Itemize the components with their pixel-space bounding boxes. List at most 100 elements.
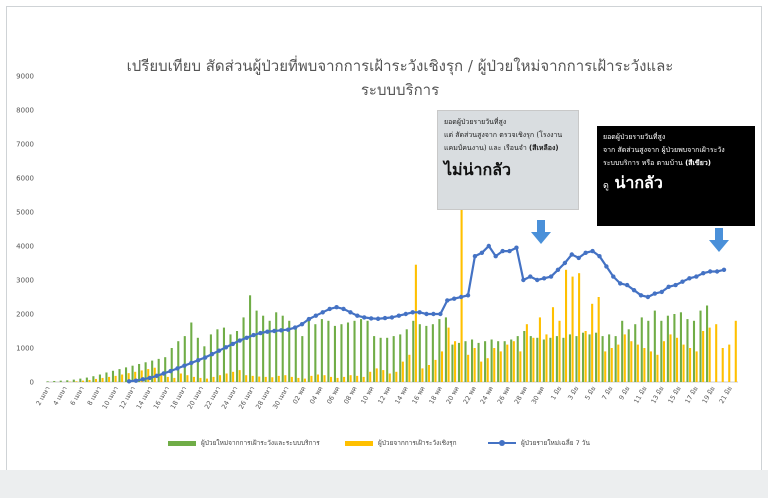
yellow-bar [702, 331, 705, 382]
green-bar [379, 337, 382, 382]
yellow-bar [147, 369, 150, 382]
green-bar [59, 380, 62, 382]
green-bar [46, 381, 49, 382]
avg-point [272, 328, 277, 334]
avg-point [265, 329, 270, 334]
x-tick-label: 17 มิย [683, 385, 699, 405]
yellow-bar [343, 376, 346, 382]
yellow-bar [480, 361, 483, 382]
green-bar [614, 336, 617, 382]
yellow-bar [519, 351, 522, 382]
legend-item-green: ผู้ป่วยใหม่จากการเฝ้าระวังและระบบบริการ [168, 438, 320, 448]
green-bar [151, 360, 154, 382]
yellow-bar [467, 354, 470, 382]
y-tick-label: 8000 [16, 107, 34, 115]
yellow-bar [421, 368, 424, 382]
legend-item-yellow: ผู้ป่วยจากการเฝ้าระวังเชิงรุก [345, 438, 457, 448]
yellow-bar [303, 378, 306, 382]
arrow-shaft [537, 220, 545, 232]
yellow-bar [401, 361, 404, 382]
green-bar [503, 341, 506, 382]
yellow-bar [662, 341, 666, 382]
green-bar [242, 317, 245, 382]
yellow-bar [153, 367, 156, 382]
green-bar [523, 331, 526, 382]
avg-point [237, 338, 242, 343]
yellow-bar [708, 327, 711, 382]
avg-point [500, 248, 505, 254]
avg-point [154, 373, 159, 379]
avg-point [445, 298, 450, 303]
x-tick-label: 28 พค [513, 385, 529, 405]
avg-point [251, 332, 256, 338]
yellow-bar [205, 378, 209, 382]
avg-point [707, 269, 713, 274]
green-bar [203, 346, 206, 382]
avg-point [334, 305, 339, 310]
avg-point [611, 274, 616, 279]
x-tick-label: 4 เมษา [52, 385, 69, 407]
y-tick-label: 6000 [16, 175, 34, 183]
yellow-bar [656, 354, 659, 382]
y-tick-label: 1000 [16, 345, 34, 353]
green-bar [177, 341, 180, 382]
green-bar [686, 319, 689, 382]
green-bar [536, 337, 539, 382]
yellow-bar [512, 341, 515, 382]
yellow-bar [617, 344, 620, 382]
x-tick-label: 02 พค [291, 385, 307, 405]
yellow-bar [251, 375, 254, 382]
avg-point [327, 306, 332, 312]
avg-point [202, 355, 208, 360]
avg-point [140, 377, 146, 382]
green-box-line3a: ระบบบริการ หรือ ตามบ้าน [603, 159, 683, 167]
x-tick-label: 30 เมษา [271, 385, 290, 411]
avg-point [362, 315, 367, 320]
green-bar [138, 363, 141, 382]
yellow-box-line2: แต่ สัดส่วนสูงจาก ตรวจเชิงรุก (โรงงาน [444, 131, 563, 139]
green-bar [425, 325, 428, 382]
avg-point [244, 335, 249, 340]
green-box-line3b: (สีเขียว) [685, 159, 711, 167]
x-tick-label: 1 มิย [549, 385, 563, 402]
yellow-bar [734, 320, 737, 382]
yellow-bar [212, 376, 215, 382]
yellow-bar [336, 377, 339, 382]
yellow-bar [101, 377, 104, 382]
yellow-bar [329, 376, 333, 382]
green-bar [235, 331, 239, 382]
yellow-bar [506, 344, 509, 382]
yellow-bar [219, 375, 222, 382]
avg-point [604, 264, 609, 269]
green-bar [621, 320, 624, 382]
green-bar [464, 341, 467, 382]
x-tick-label: 30 พค [530, 385, 546, 405]
avg-point [472, 254, 478, 259]
avg-point [597, 254, 602, 259]
x-tick-label: 7 มิย [600, 385, 614, 402]
green-bar [568, 334, 572, 382]
yellow-bar [486, 358, 489, 382]
yellow-bar [597, 297, 600, 382]
avg-point [652, 291, 658, 296]
x-tick-label: 14 พค [393, 385, 409, 405]
avg-point [666, 284, 671, 289]
avg-point [521, 277, 526, 283]
green-bar [516, 336, 519, 382]
yellow-bar [571, 276, 574, 382]
yellow-bar [160, 375, 163, 382]
yellow-bar [173, 377, 176, 382]
green-bar [581, 332, 585, 382]
yellow-bar [408, 354, 411, 382]
green-bar [216, 329, 219, 382]
avg-point [562, 260, 568, 266]
yellow-bar [88, 379, 91, 382]
green-bar [673, 314, 676, 382]
green-bar [85, 377, 88, 382]
annotation-yellow-box: ยอดผู้ป่วยรายวันที่สูง แต่ สัดส่วนสูงจาก… [437, 110, 579, 210]
avg-point [216, 348, 222, 353]
legend-swatch-yellow [345, 440, 373, 446]
green-bar [692, 320, 696, 382]
legend-swatch-green [168, 440, 196, 446]
